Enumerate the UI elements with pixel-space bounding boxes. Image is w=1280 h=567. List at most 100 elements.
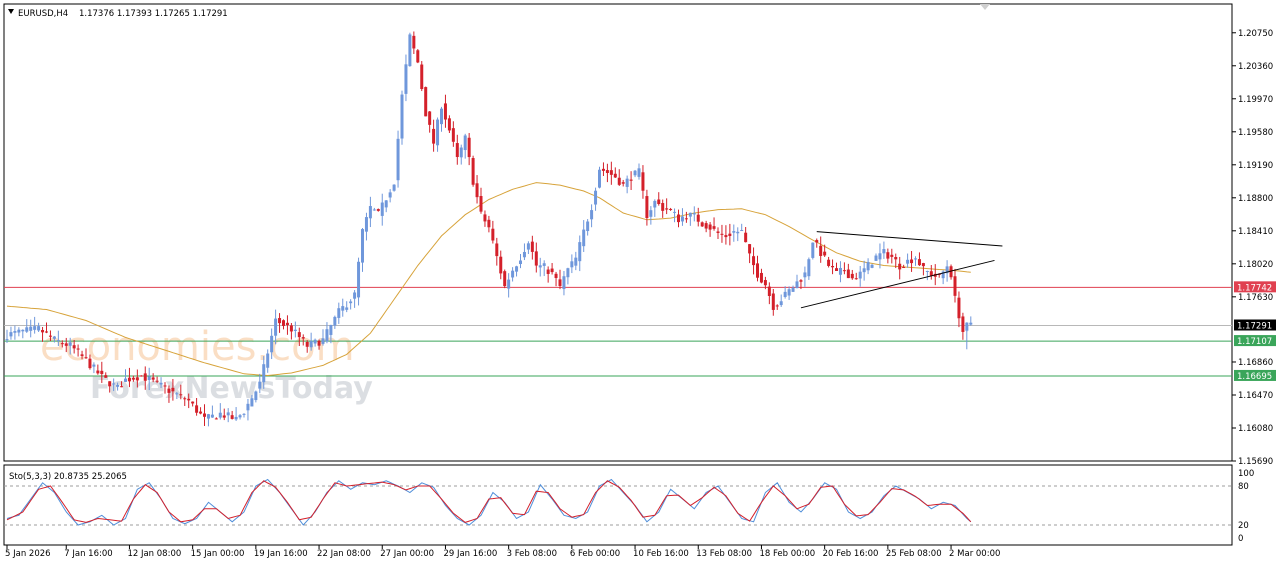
candle-body xyxy=(629,179,633,181)
candle-body xyxy=(337,308,341,318)
candle-body xyxy=(305,342,309,347)
candle xyxy=(850,269,854,280)
candle-body xyxy=(313,339,317,344)
candle-body xyxy=(815,240,819,243)
triangle-lower-trendline[interactable] xyxy=(800,259,995,309)
candle-body xyxy=(353,292,357,299)
candle xyxy=(364,212,368,241)
candle-body xyxy=(732,231,736,233)
candle xyxy=(870,263,874,269)
candle-body xyxy=(443,103,447,120)
candle xyxy=(206,413,210,427)
candle xyxy=(519,254,522,269)
candle xyxy=(732,224,736,242)
candle-body xyxy=(957,297,961,319)
candle xyxy=(325,322,329,344)
support-1-badge-label: 1.17107 xyxy=(1237,337,1272,347)
y-tick-label: 1.15690 xyxy=(1238,457,1273,467)
candle xyxy=(210,405,214,418)
candle-body xyxy=(657,199,661,204)
candle xyxy=(803,266,807,287)
candle xyxy=(96,364,100,375)
candle-body xyxy=(854,278,858,280)
candle-body xyxy=(396,138,400,181)
candle-body xyxy=(578,242,582,262)
candle xyxy=(341,298,345,317)
candle-body xyxy=(949,266,953,278)
candle xyxy=(392,184,396,192)
candle-body xyxy=(68,342,72,346)
y-tick-label: 1.20360 xyxy=(1238,62,1273,72)
candle xyxy=(463,133,467,159)
candle xyxy=(566,267,570,285)
candle xyxy=(582,220,586,252)
price-axis: 1.20750 1.20360 1.19970 1.19580 1.19190 1.188… xyxy=(1232,29,1276,467)
candle xyxy=(906,253,910,268)
candle xyxy=(609,161,613,185)
candle xyxy=(503,269,507,289)
candle xyxy=(56,330,60,346)
candle-body xyxy=(921,263,925,267)
candle xyxy=(171,378,175,401)
time-axis: 5 Jan 2026 7 Jan 16:00 12 Jan 08:00 15 Jan … xyxy=(5,545,1000,559)
candle xyxy=(949,264,953,280)
candle-body xyxy=(372,209,376,211)
candle-body xyxy=(246,403,250,411)
candle-body xyxy=(143,373,147,381)
candle-body xyxy=(214,418,218,420)
stochastic-panel[interactable] xyxy=(3,464,1233,546)
candle-body xyxy=(736,231,740,234)
candle-body xyxy=(866,262,870,271)
candle-body xyxy=(329,324,333,335)
candle xyxy=(842,262,846,275)
x-tick-label: 7 Jan 16:00 xyxy=(64,549,112,559)
candle xyxy=(199,407,203,415)
dropdown-triangle-icon[interactable] xyxy=(8,9,14,14)
candle-body xyxy=(605,170,609,173)
price-panel[interactable] xyxy=(3,3,1233,462)
triangle-trendlines[interactable] xyxy=(800,231,1003,309)
candle xyxy=(637,163,641,180)
candle-body xyxy=(594,190,598,205)
candle-body xyxy=(637,168,641,177)
candle xyxy=(368,196,372,228)
chart-shift-marker-icon[interactable] xyxy=(980,4,990,10)
candle-body xyxy=(748,244,752,254)
candle-body xyxy=(680,216,684,222)
candle-body xyxy=(759,272,763,283)
candle xyxy=(621,179,625,187)
stoch-level-label: 100 xyxy=(1238,469,1254,479)
candle xyxy=(811,242,815,260)
current-price-badge-label: 1.17291 xyxy=(1237,322,1272,332)
candle-body xyxy=(838,267,842,275)
candle xyxy=(293,321,297,338)
candle xyxy=(724,225,728,245)
candle xyxy=(684,211,688,223)
candle-body xyxy=(677,214,680,223)
candle-body xyxy=(791,287,795,292)
candle-body xyxy=(127,377,131,382)
candle xyxy=(380,193,384,226)
candle-body xyxy=(886,252,890,259)
candle xyxy=(708,222,712,237)
candle-body xyxy=(254,391,258,401)
candle-body xyxy=(104,375,108,378)
candle xyxy=(214,417,218,420)
candle xyxy=(80,350,84,360)
candle xyxy=(763,276,767,290)
candle xyxy=(617,169,621,187)
triangle-upper-trendline[interactable] xyxy=(816,231,1003,247)
candle xyxy=(921,262,925,276)
candle xyxy=(590,204,594,228)
candle-body xyxy=(582,229,586,247)
candle xyxy=(135,369,139,388)
candle-body xyxy=(218,412,222,418)
candle-body xyxy=(574,257,578,266)
candle-body xyxy=(961,316,965,332)
candle xyxy=(76,344,80,357)
candle-body xyxy=(598,169,601,188)
candle-body xyxy=(835,268,838,271)
candle-body xyxy=(76,348,80,350)
candle-body xyxy=(440,108,443,125)
